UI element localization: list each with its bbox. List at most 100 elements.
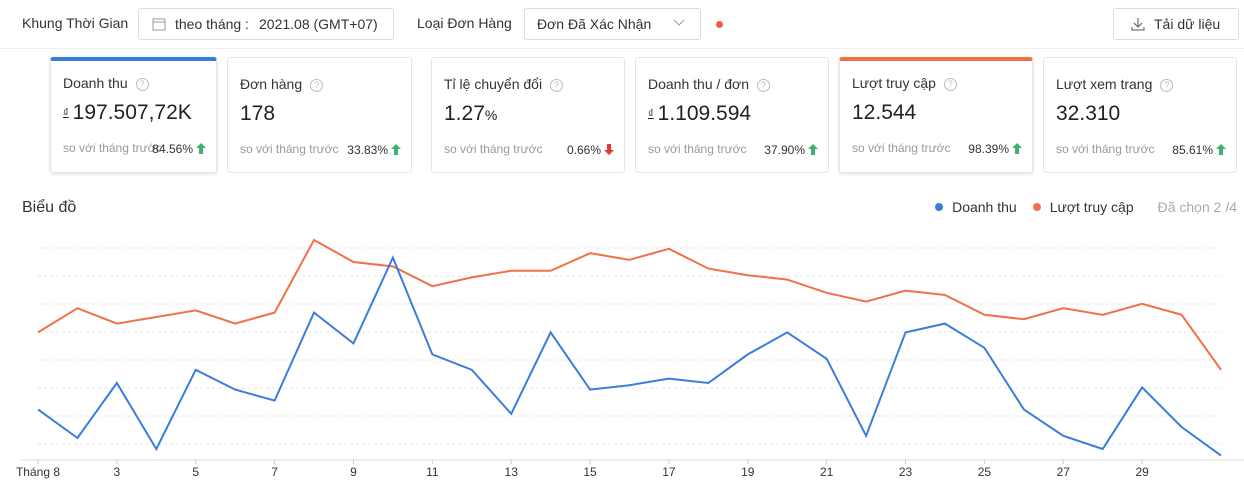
change: 85.61% bbox=[1172, 143, 1226, 157]
metric-value: ₫ 1.109.594 bbox=[648, 102, 751, 126]
currency: ₫ bbox=[648, 108, 654, 120]
compare-label: so với tháng trước bbox=[1056, 142, 1155, 156]
currency: ₫ bbox=[63, 107, 69, 119]
series-line bbox=[37, 255, 1222, 457]
x-tick-label: 7 bbox=[271, 465, 278, 479]
metric-value: 1.27% bbox=[444, 102, 497, 126]
metric-label: Tỉ lệ chuyển đổi? bbox=[444, 76, 564, 92]
trend-arrow bbox=[1012, 143, 1022, 154]
compare-label: so với tháng trước bbox=[648, 142, 747, 156]
compare-label: so với tháng trước bbox=[852, 141, 951, 155]
help-icon: ? bbox=[757, 79, 771, 92]
metric-label-text: Tỉ lệ chuyển đổi bbox=[444, 76, 543, 92]
metric-value: 178 bbox=[240, 102, 275, 126]
download-icon bbox=[1131, 18, 1145, 31]
calendar-icon bbox=[152, 18, 166, 31]
change-value: 98.39% bbox=[968, 142, 1009, 156]
metric-label: Doanh thu? bbox=[63, 75, 149, 91]
help-icon: ? bbox=[550, 79, 564, 92]
change: 84.56% bbox=[152, 142, 206, 156]
chevron bbox=[673, 19, 685, 26]
change: 98.39% bbox=[968, 142, 1022, 156]
metric-card: Đơn hàng? 178 so với tháng trước 33.83% bbox=[227, 57, 412, 173]
trend-arrow bbox=[391, 144, 401, 155]
help-icon: ? bbox=[310, 79, 324, 92]
help-icon: ? bbox=[135, 78, 149, 91]
x-tick-label: 3 bbox=[114, 465, 121, 479]
trend-arrow bbox=[604, 144, 614, 155]
status-dot bbox=[716, 21, 723, 28]
legend-label: Lượt truy cập bbox=[1049, 199, 1134, 215]
legend-dot bbox=[935, 203, 944, 211]
x-tick-label: 23 bbox=[899, 465, 913, 479]
period-prefix: theo tháng : bbox=[175, 16, 249, 32]
toolbar: Khung Thời Gian theo tháng : 2021.08 (GM… bbox=[0, 0, 1244, 49]
compare-label: so với tháng trước bbox=[63, 141, 162, 155]
trend-arrow bbox=[196, 143, 206, 154]
x-tick-label: 5 bbox=[192, 465, 199, 479]
metric-value-text: 1.27 bbox=[444, 102, 485, 125]
legend-dot bbox=[1032, 203, 1041, 211]
x-tick-label: 13 bbox=[505, 465, 519, 479]
trend-arrow bbox=[1216, 144, 1226, 155]
metric-label: Đơn hàng? bbox=[240, 76, 324, 92]
legend-item[interactable]: Lượt truy cập bbox=[1032, 199, 1134, 215]
help-icon: ? bbox=[1160, 79, 1174, 92]
metric-value: ₫ 197.507,72K bbox=[63, 101, 192, 125]
x-tick-label: 25 bbox=[978, 465, 992, 479]
metric-label-text: Doanh thu / đơn bbox=[648, 76, 750, 92]
change: 33.83% bbox=[347, 143, 401, 157]
order-type-select[interactable]: Đơn Đã Xác Nhận bbox=[524, 8, 701, 40]
metric-label: Lượt truy cập? bbox=[852, 75, 957, 91]
selected-note: Đã chọn 2 /4 bbox=[1157, 199, 1237, 215]
change-value: 84.56% bbox=[152, 142, 193, 156]
legend-label: Doanh thu bbox=[952, 199, 1017, 215]
metric-value-text: 178 bbox=[240, 102, 276, 125]
period-picker[interactable]: theo tháng : 2021.08 (GMT+07) bbox=[138, 8, 394, 40]
metric-value: 32.310 bbox=[1056, 102, 1120, 126]
metric-value-text: 32.310 bbox=[1056, 102, 1121, 125]
metric-label-text: Lượt truy cập bbox=[852, 75, 936, 91]
metric-card: Tỉ lệ chuyển đổi? 1.27% so với tháng trước… bbox=[431, 57, 625, 173]
order-type-label: Loại Đơn Hàng bbox=[417, 15, 512, 31]
metric-label-text: Lượt xem trang bbox=[1056, 76, 1153, 92]
change: 37.90% bbox=[764, 143, 818, 157]
metric-card[interactable]: Lượt truy cập? 12.544 so với tháng trước 98… bbox=[839, 57, 1033, 173]
change-value: 0.66% bbox=[566, 143, 601, 157]
order-type: Đơn Đã Xác Nhận bbox=[537, 16, 652, 32]
x-tick-label: Tháng 8 bbox=[16, 465, 60, 479]
chart-title: Biểu đồ bbox=[22, 199, 77, 216]
compare-label: so với tháng trước bbox=[444, 142, 543, 156]
download-button[interactable]: Tải dữ liệu bbox=[1113, 8, 1239, 40]
metric-label-text: Doanh thu bbox=[63, 75, 128, 91]
metric-label: Lượt xem trang? bbox=[1056, 76, 1174, 92]
trend-arrow bbox=[808, 144, 818, 155]
download-label: Tải dữ liệu bbox=[1154, 16, 1221, 32]
legend: Doanh thu Lượt truy cập Đã chọn 2 /4 bbox=[935, 199, 1237, 215]
metric-value-text: 197.507,72K bbox=[72, 101, 192, 124]
x-tick-label: 27 bbox=[1057, 465, 1071, 479]
x-tick-label: 15 bbox=[583, 465, 597, 479]
x-tick-label: 29 bbox=[1135, 465, 1149, 479]
change-value: 33.83% bbox=[347, 143, 388, 157]
x-tick-label: 17 bbox=[662, 465, 676, 479]
x-tick-label: 11 bbox=[426, 465, 439, 479]
metric-label-text: Đơn hàng bbox=[240, 76, 303, 92]
unit: % bbox=[484, 107, 498, 123]
compare-label: so với tháng trước bbox=[240, 142, 339, 156]
chart: Tháng 8 3 5 7 9 11 13 15 17 19 21 23 25 27 29 bbox=[16, 238, 1244, 479]
legend-item[interactable]: Doanh thu bbox=[935, 199, 1017, 215]
metric-card: Doanh thu / đơn? ₫ 1.109.594 so với tháng t… bbox=[635, 57, 829, 173]
x-tick-label: 19 bbox=[741, 465, 755, 479]
metric-value-text: 12.544 bbox=[852, 101, 917, 124]
change-value: 85.61% bbox=[1172, 143, 1213, 157]
metric-card[interactable]: Doanh thu? ₫ 197.507,72K so với tháng trước… bbox=[50, 57, 217, 173]
change-value: 37.90% bbox=[764, 143, 805, 157]
change: 0.66% bbox=[567, 143, 614, 157]
metric-value-text: 1.109.594 bbox=[657, 102, 752, 125]
help-icon: ? bbox=[943, 78, 957, 91]
series-line bbox=[37, 238, 1222, 371]
x-tick-label: 21 bbox=[820, 465, 834, 479]
metric-card: Lượt xem trang? 32.310 so với tháng trước 8… bbox=[1043, 57, 1237, 173]
